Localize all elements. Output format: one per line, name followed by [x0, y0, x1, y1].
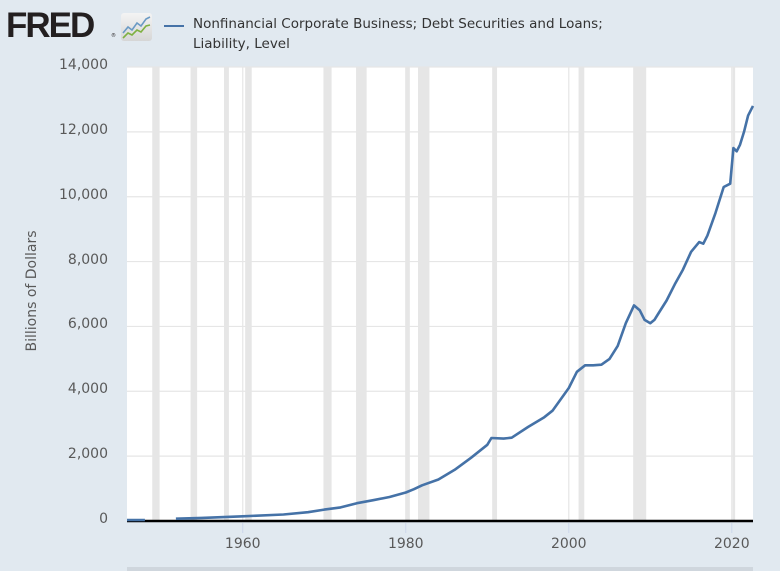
y-tick-label: 8,000	[67, 251, 108, 268]
recession-band	[323, 67, 332, 521]
plot-area	[127, 67, 753, 521]
y-tick-label: 0	[99, 511, 108, 527]
recession-band	[152, 67, 160, 521]
series-segment[interactable]	[175, 105, 755, 520]
y-tick-label: 4,000	[67, 381, 108, 398]
y-axis-label: Billions of Dollars	[24, 230, 40, 352]
navigator-bar[interactable]	[127, 567, 753, 571]
legend-line-2: Liability, Level	[193, 36, 290, 52]
recession-band	[633, 67, 647, 521]
y-tick-label: 14,000	[59, 57, 108, 73]
legend-line-1: Nonfinancial Corporate Business; Debt Se…	[193, 16, 603, 32]
chart-header: FRED ® Nonfinancial Corporate Business; …	[0, 0, 780, 60]
registered-mark: ®	[111, 33, 116, 39]
x-tick-label: 1980	[387, 536, 424, 552]
recession-band	[578, 67, 585, 521]
series-line[interactable]	[127, 105, 755, 522]
x-tick-marks	[242, 523, 733, 533]
recession-band	[223, 67, 229, 521]
x-tick-label: 2000	[550, 536, 587, 552]
fred-chart-icon	[121, 13, 152, 41]
recession-band	[190, 67, 198, 521]
legend-series-label[interactable]: Nonfinancial Corporate Business; Debt Se…	[193, 14, 623, 54]
fred-logo[interactable]: FRED	[6, 6, 95, 45]
recession-band	[492, 67, 498, 521]
recession-band	[417, 67, 430, 521]
y-tick-label: 2,000	[67, 446, 108, 463]
x-tick-label: 2020	[713, 536, 750, 552]
recession-band	[356, 67, 367, 521]
recession-band	[732, 67, 736, 521]
legend-line-swatch	[164, 25, 184, 27]
x-tick-label: 1960	[224, 536, 261, 552]
y-tick-label: 12,000	[59, 121, 108, 138]
recession-band	[405, 67, 410, 521]
y-tick-label: 6,000	[67, 316, 108, 333]
y-tick-label: 10,000	[59, 186, 108, 203]
recession-bands	[152, 67, 736, 521]
recession-band	[245, 67, 252, 521]
gridlines	[127, 66, 753, 521]
